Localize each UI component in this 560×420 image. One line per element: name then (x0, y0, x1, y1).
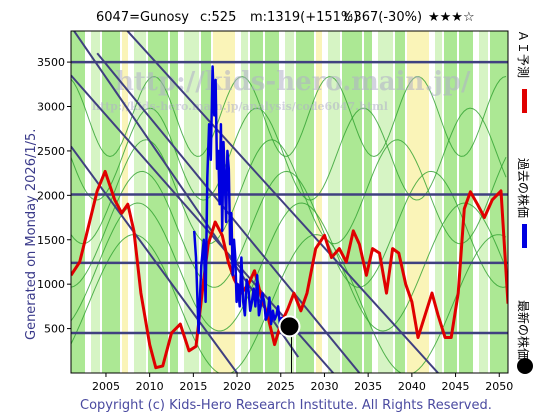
legend-history-label: 過去の株価 (516, 158, 531, 218)
y-tick-label: 3000 (37, 101, 65, 114)
x-tick-label: 2040 (398, 380, 426, 393)
y-tick-label: 500 (44, 323, 65, 336)
cycle-wave (71, 139, 507, 245)
watermark-url-analysis: http://kids-hero.main.jp/analysis/code60… (92, 100, 388, 113)
prediction-line (71, 169, 508, 370)
band-column (134, 31, 146, 373)
band-column (71, 31, 85, 373)
latest-price-marker (278, 315, 301, 373)
band-column (395, 31, 405, 373)
chart-header: 6047=Gunosy c:525 m:1319(+151%) t:367(-3… (96, 10, 475, 25)
rating-stars: ★★★☆ (428, 10, 475, 25)
legend-prediction-swatch (522, 89, 527, 113)
history-line (192, 65, 289, 335)
band-column (479, 31, 488, 373)
y-tick-label: 2000 (37, 189, 65, 202)
watermark-url: http://kids-hero.main.jp/ (115, 67, 471, 97)
x-tick-label: 2025 (267, 380, 295, 393)
x-tick-label: 2020 (223, 380, 251, 393)
band-column (435, 31, 442, 373)
target-price-label: t:367(-30%) (344, 10, 422, 25)
x-tick-label: 2010 (136, 380, 164, 393)
y-tick-label: 1000 (37, 278, 65, 291)
trend-line (126, 31, 439, 373)
latest-price-dot (278, 315, 301, 338)
band-column (122, 31, 128, 373)
x-tick-label: 2050 (485, 380, 513, 393)
x-axis-ticks: 2005 2010 2015 2020 2025 2030 2035 2040 2045 2050 (92, 373, 513, 393)
cycle-wave (71, 75, 507, 158)
legend-latest-dot (517, 358, 533, 374)
copyright-footer: Copyright (c) Kids-Hero Research Institu… (80, 398, 492, 413)
legend-latest-label: 最新の株価 (516, 300, 531, 360)
band-column (378, 31, 393, 373)
x-tick-label: 2015 (179, 380, 207, 393)
current-price-label: c:525 (200, 10, 236, 25)
y-tick-label: 1500 (37, 234, 65, 247)
band-column (148, 31, 168, 373)
x-tick-label: 2045 (442, 380, 470, 393)
band-column (316, 31, 322, 373)
y-axis-ticks: 500 1000 1500 2000 2500 3000 3500 (37, 56, 71, 336)
band-column (407, 31, 429, 373)
generated-date-label: Generated on Monday 2026/1/5. (24, 129, 39, 340)
y-tick-label: 3500 (37, 56, 65, 69)
ticker-label: 6047=Gunosy (96, 10, 189, 25)
band-column (170, 31, 178, 373)
legend-history-swatch (522, 224, 527, 248)
band-column (213, 31, 235, 373)
legend: ＡＩ予測 過去の株価 最新の株価 (516, 30, 533, 374)
band-column (364, 31, 372, 373)
plot-frame (70, 30, 509, 374)
band-column (241, 31, 248, 373)
band-column (285, 31, 294, 373)
legend-prediction-label: ＡＩ予測 (516, 30, 530, 78)
y-tick-label: 2500 (37, 145, 65, 158)
band-column (444, 31, 457, 373)
cycle-wave (71, 202, 507, 332)
cycle-wave (71, 170, 507, 288)
x-tick-label: 2035 (354, 380, 382, 393)
cycle-wave (71, 107, 507, 201)
max-price-label: m:1319(+151%) (250, 10, 358, 25)
band-column (265, 31, 279, 373)
x-tick-label: 2030 (310, 380, 338, 393)
band-column (328, 31, 340, 373)
series-lines (71, 65, 508, 370)
x-tick-label: 2005 (92, 380, 120, 393)
